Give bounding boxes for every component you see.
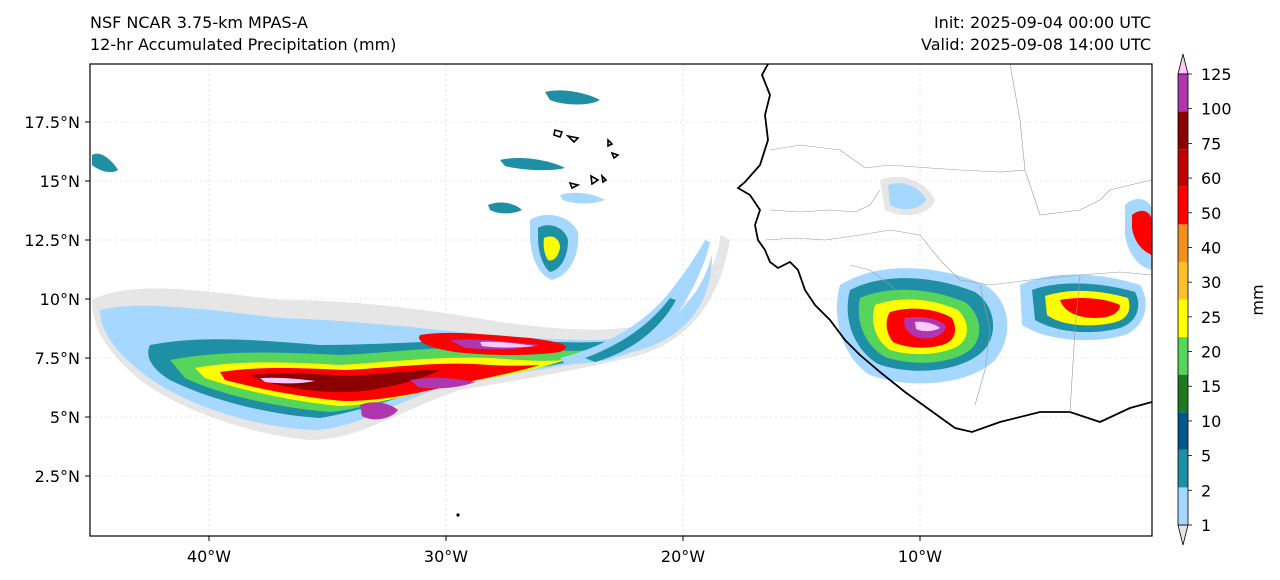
map-frame [89,63,1153,537]
lat-axis: 17.5°N 15°N 12.5°N 10°N 7.5°N 5°N 2.5°N [24,113,90,486]
lat-tick-label: 15°N [40,172,80,191]
colorbar-level-label: 25 [1201,308,1221,327]
colorbar-level-label: 75 [1201,134,1221,153]
lat-tick-label: 17.5°N [24,113,80,132]
colorbar-extend-max [1177,53,1189,75]
colorbar-segment [1178,74,1188,112]
lat-tick-label: 7.5°N [35,349,80,368]
lat-tick-label: 12.5°N [24,231,80,250]
cabo-verde-islands [553,128,620,190]
colorbar-segment [1178,261,1188,300]
colorbar-level-label: 15 [1201,377,1221,396]
colorbar-level-label: 30 [1201,273,1221,292]
colorbar-frame [1177,73,1189,526]
colorbar-level-label: 40 [1201,238,1221,257]
colorbar-segment [1178,224,1188,262]
country-borders [764,64,1152,413]
precip-band-west [92,235,730,440]
title-right: Init: 2025-09-04 00:00 UTC Valid: 2025-0… [921,12,1151,56]
colorbar-unit-label: mm [1248,284,1267,315]
colorbar-level-label: 60 [1201,169,1221,188]
init-time: Init: 2025-09-04 00:00 UTC [933,13,1151,32]
colorbar-segment [1178,487,1188,525]
small-island [456,513,460,517]
colorbar-segment [1178,186,1188,225]
precip-arc [560,240,710,365]
field-title: 12-hr Accumulated Precipitation (mm) [90,35,397,54]
colorbar-level-label: 125 [1201,65,1232,84]
colorbar-segment [1178,412,1188,450]
title-left: NSF NCAR 3.75-km MPAS-A 12-hr Accumulate… [90,12,396,56]
colorbar-level-label: 20 [1201,343,1221,362]
lat-tick-label: 10°N [40,290,80,309]
map-content [90,64,1152,536]
lon-tick-label: 10°W [898,547,942,566]
model-title: NSF NCAR 3.75-km MPAS-A [90,13,308,32]
coastline-west-africa [736,64,1152,433]
precip-cabo-verde [92,90,605,280]
lon-tick-label: 40°W [187,547,231,566]
lon-axis: 40°W 30°W 20°W 10°W [187,536,942,566]
colorbar-segment [1178,374,1188,413]
colorbar-segment [1178,149,1188,187]
lat-tick-label: 2.5°N [35,467,80,486]
precip-west-africa [836,176,1152,384]
colorbar-segment [1178,337,1188,375]
map-panel [89,63,1153,537]
colorbar-level-label: 100 [1201,100,1232,119]
lat-tick-label: 5°N [50,408,80,427]
colorbar-level-label: 5 [1201,447,1211,466]
lon-tick-label: 30°W [424,547,468,566]
colorbar-level-label: 1 [1201,516,1211,535]
colorbar-extend-min [1177,524,1189,546]
colorbar-level-label: 50 [1201,204,1221,223]
valid-time: Valid: 2025-09-08 14:00 UTC [920,35,1151,54]
colorbar-segment [1178,449,1188,488]
colorbar-level-label: 10 [1201,412,1221,431]
colorbar-segment [1178,299,1188,338]
colorbar-level-label: 2 [1201,481,1211,500]
lon-tick-label: 20°W [661,547,705,566]
colorbar-segment [1178,111,1188,150]
